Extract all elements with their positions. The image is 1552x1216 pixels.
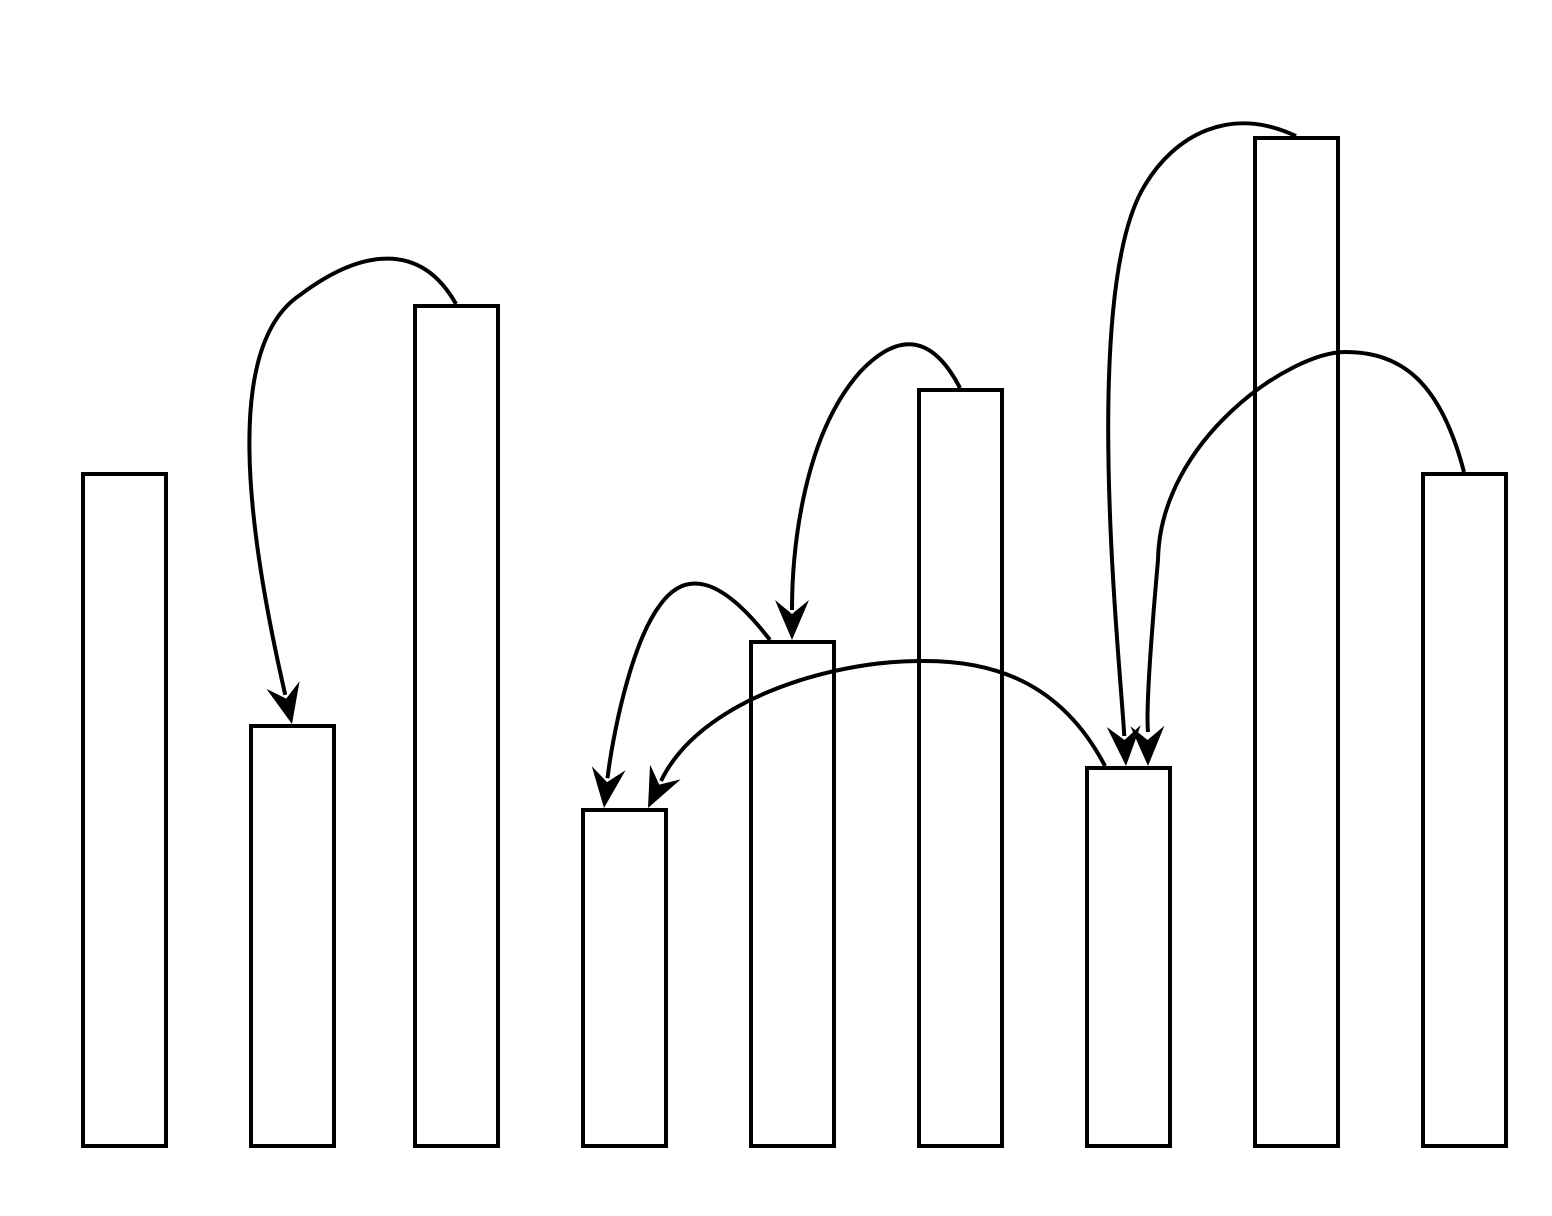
- arrow-9-to-7: [1130, 349, 1466, 766]
- arrow-line: [605, 581, 772, 779]
- arrow-line: [1145, 349, 1466, 733]
- bars-layer: [81, 136, 1508, 1148]
- bar-2: [249, 724, 336, 1148]
- bar-8: [1253, 136, 1340, 1148]
- arrowhead-icon: [648, 764, 681, 808]
- arrowhead-icon: [1130, 725, 1165, 766]
- arrowhead-icon: [775, 600, 809, 640]
- arrow-line: [790, 342, 962, 611]
- bar-9: [1421, 472, 1508, 1148]
- arrow-7-to-4: [648, 658, 1107, 808]
- bar-5: [749, 640, 836, 1148]
- bar-7: [1085, 766, 1172, 1148]
- arrow-5-to-4: [591, 581, 772, 808]
- bar-4: [581, 808, 668, 1148]
- arrowhead-icon: [1106, 725, 1141, 766]
- bar-3: [413, 304, 500, 1148]
- arrow-8-to-7: [1106, 121, 1297, 766]
- arrow-line: [247, 256, 458, 696]
- arrows-layer: [247, 121, 1466, 808]
- arrow-6-to-5: [775, 342, 962, 640]
- arrowhead-icon: [266, 681, 300, 724]
- arrow-line: [659, 658, 1107, 782]
- bar-6: [917, 388, 1004, 1148]
- arrow-3-to-2: [247, 256, 458, 724]
- bar-1: [81, 472, 168, 1148]
- arrowhead-icon: [591, 766, 626, 808]
- arrow-line: [1106, 121, 1297, 737]
